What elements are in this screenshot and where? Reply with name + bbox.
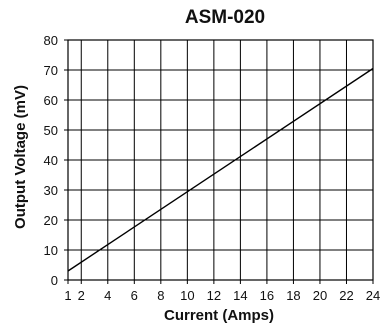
x-tick-label: 14 [233, 288, 247, 303]
y-tick-label: 0 [51, 273, 58, 288]
y-tick-label: 80 [44, 33, 58, 48]
x-tick-label: 1 [64, 288, 71, 303]
y-axis-ticks: 0 10 20 30 40 50 60 70 80 [44, 33, 68, 288]
y-axis-label: Output Voltage (mV) [12, 85, 29, 229]
y-tick-label: 50 [44, 123, 58, 138]
y-tick-label: 10 [44, 243, 58, 258]
chart-title: ASM-020 [185, 7, 265, 28]
x-tick-label: 18 [286, 288, 300, 303]
x-tick-label: 12 [207, 288, 221, 303]
y-tick-label: 40 [44, 153, 58, 168]
x-tick-label: 8 [157, 288, 164, 303]
x-tick-label: 22 [339, 288, 353, 303]
x-tick-label: 4 [104, 288, 111, 303]
x-tick-label: 16 [260, 288, 274, 303]
series-line [67, 67, 374, 272]
grid-layer [67, 39, 374, 281]
y-tick-label: 30 [44, 183, 58, 198]
x-tick-label: 2 [78, 288, 85, 303]
x-tick-label: 20 [313, 288, 327, 303]
y-tick-label: 60 [44, 93, 58, 108]
x-tick-label: 24 [366, 288, 380, 303]
x-tick-label: 10 [180, 288, 194, 303]
x-axis-ticks: 1 2 4 6 8 10 12 14 16 18 20 22 24 [64, 280, 380, 303]
x-axis-label: Current (Amps) [164, 307, 274, 324]
y-tick-label: 20 [44, 213, 58, 228]
x-tick-label: 6 [131, 288, 138, 303]
series-layer [67, 67, 374, 272]
y-tick-label: 70 [44, 63, 58, 78]
